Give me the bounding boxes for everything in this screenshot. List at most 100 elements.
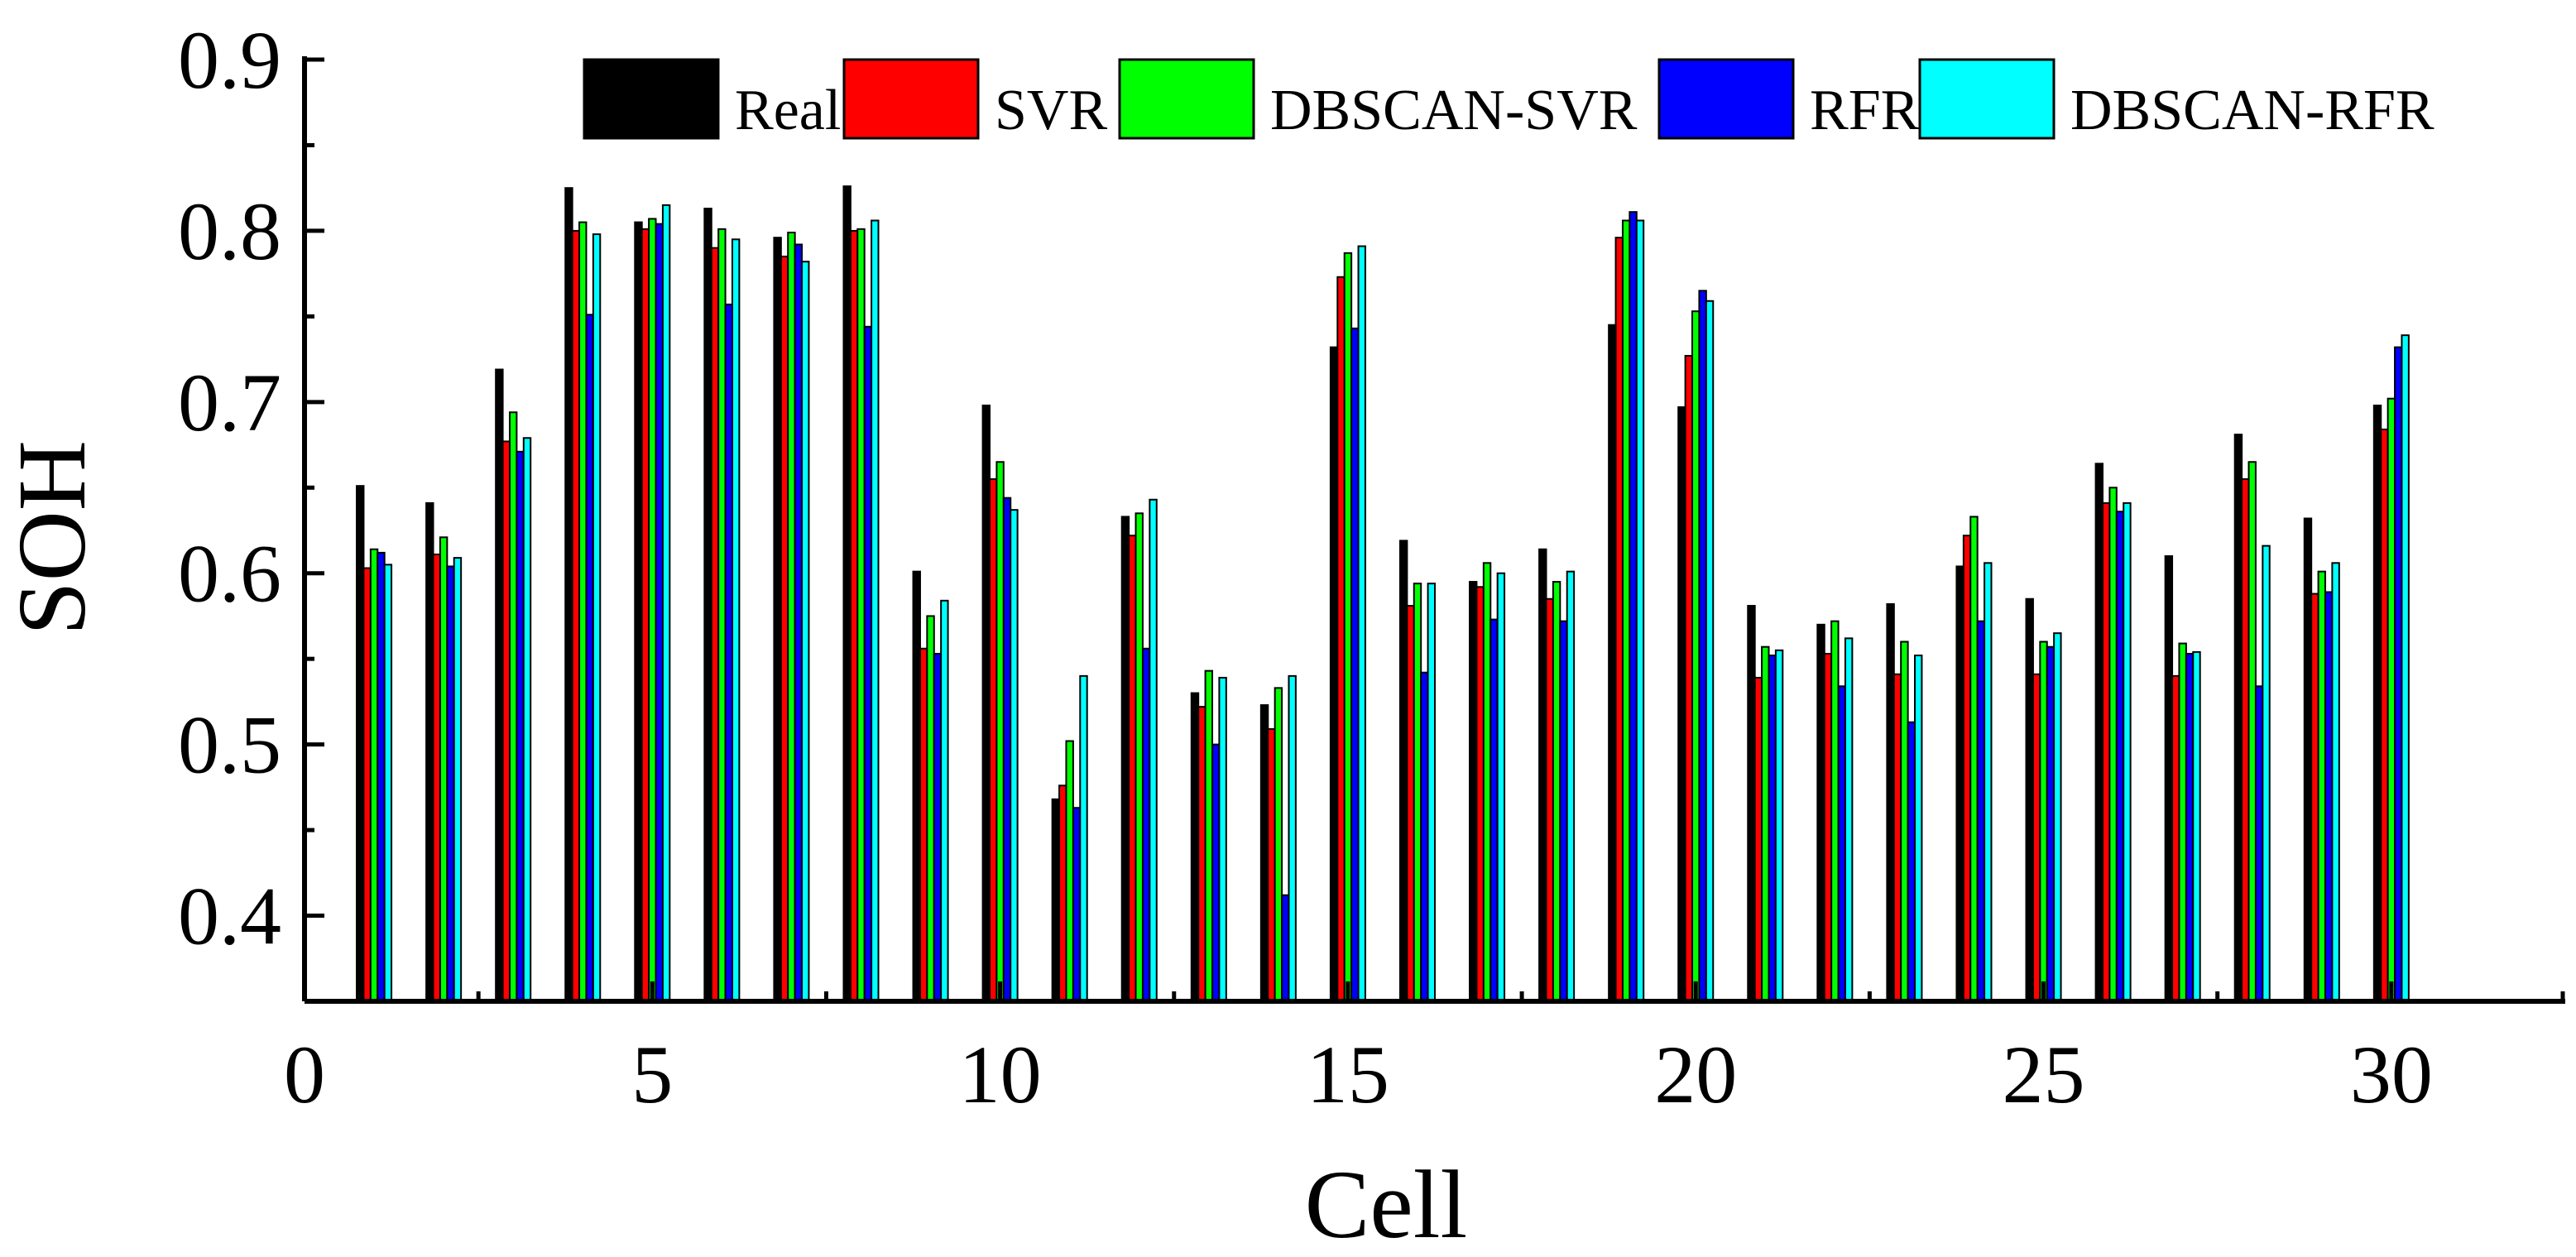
bar-rfr-cell-4 bbox=[585, 314, 594, 1003]
ticks-layer: 0 5 10 15 20 25 30 0.4 0.5 0.6 0.7 0.8 0.9 bbox=[178, 14, 2565, 1120]
x-tick-label: 15 bbox=[1307, 1029, 1389, 1120]
bar-dbscan-rfr-cell-1 bbox=[383, 564, 393, 1002]
bar-svr-cell-9 bbox=[919, 647, 928, 1003]
bar-svr-cell-7 bbox=[780, 255, 789, 1002]
x-axis-title: Cell bbox=[1305, 1150, 1468, 1257]
bar-rfr-cell-26 bbox=[2115, 511, 2125, 1002]
bar-rfr-cell-27 bbox=[2185, 652, 2195, 1002]
bar-svr-cell-29 bbox=[2310, 593, 2319, 1002]
bar-real-cell-20 bbox=[1677, 406, 1686, 1002]
legend-swatch-svr bbox=[842, 58, 980, 140]
bar-dbscan-svr-cell-20 bbox=[1691, 310, 1701, 1003]
bar-real-cell-13 bbox=[1190, 692, 1200, 1002]
bar-rfr-cell-13 bbox=[1211, 743, 1221, 1002]
bar-dbscan-rfr-cell-23 bbox=[1914, 655, 1923, 1002]
bar-real-cell-15 bbox=[1329, 346, 1339, 1002]
bar-dbscan-svr-cell-19 bbox=[1621, 219, 1631, 1002]
x-tick-label: 0 bbox=[284, 1029, 325, 1120]
bar-dbscan-svr-cell-24 bbox=[1969, 516, 1979, 1002]
bar-svr-cell-16 bbox=[1406, 605, 1415, 1002]
bar-dbscan-svr-cell-18 bbox=[1552, 581, 1561, 1002]
bar-svr-cell-28 bbox=[2241, 477, 2250, 1002]
bar-real-cell-4 bbox=[564, 187, 573, 1002]
bar-dbscan-svr-cell-22 bbox=[1830, 620, 1840, 1002]
y-tick-label: 0.7 bbox=[178, 357, 281, 449]
bar-rfr-cell-18 bbox=[1559, 620, 1568, 1002]
bar-dbscan-svr-cell-5 bbox=[648, 218, 657, 1002]
bar-svr-cell-4 bbox=[571, 229, 581, 1003]
bar-real-cell-1 bbox=[356, 485, 365, 1002]
bar-dbscan-rfr-cell-10 bbox=[1010, 509, 1019, 1002]
bar-real-cell-10 bbox=[981, 404, 991, 1002]
bar-real-cell-8 bbox=[842, 185, 851, 1003]
bar-real-cell-22 bbox=[1816, 623, 1825, 1002]
bar-dbscan-svr-cell-11 bbox=[1065, 740, 1074, 1002]
bar-rfr-cell-16 bbox=[1420, 671, 1429, 1002]
bar-rfr-cell-12 bbox=[1141, 647, 1151, 1003]
y-tick-label: 0.5 bbox=[178, 699, 281, 791]
bar-dbscan-rfr-cell-21 bbox=[1774, 649, 1784, 1003]
bar-dbscan-rfr-cell-8 bbox=[871, 219, 880, 1002]
bar-dbscan-svr-cell-27 bbox=[2178, 642, 2187, 1002]
bar-rfr-cell-11 bbox=[1072, 807, 1082, 1002]
legend-swatch-dbscan-svr bbox=[1118, 58, 1255, 140]
bar-dbscan-rfr-cell-12 bbox=[1149, 498, 1158, 1002]
bar-dbscan-svr-cell-4 bbox=[578, 221, 588, 1002]
bar-dbscan-rfr-cell-16 bbox=[1427, 583, 1436, 1002]
bar-dbscan-svr-cell-7 bbox=[787, 231, 796, 1003]
bar-dbscan-rfr-cell-6 bbox=[731, 238, 741, 1002]
bar-rfr-cell-6 bbox=[724, 303, 733, 1002]
bar-rfr-cell-2 bbox=[446, 565, 455, 1002]
legend-swatch-dbscan-rfr bbox=[1918, 58, 2056, 140]
legend-swatch-real bbox=[583, 58, 720, 140]
bar-dbscan-rfr-cell-17 bbox=[1496, 572, 1506, 1002]
bar-dbscan-svr-cell-14 bbox=[1274, 687, 1283, 1002]
bar-rfr-cell-10 bbox=[1002, 497, 1012, 1002]
bar-svr-cell-21 bbox=[1753, 676, 1763, 1002]
bar-rfr-cell-22 bbox=[1837, 685, 1846, 1002]
bar-dbscan-rfr-cell-3 bbox=[522, 437, 532, 1002]
bar-dbscan-svr-cell-29 bbox=[2317, 570, 2326, 1002]
y-tick-label: 0.4 bbox=[178, 871, 281, 962]
bar-svr-cell-6 bbox=[710, 247, 720, 1003]
bar-svr-cell-26 bbox=[2101, 501, 2111, 1002]
bar-dbscan-svr-cell-10 bbox=[995, 461, 1005, 1002]
bar-real-cell-21 bbox=[1747, 605, 1756, 1002]
bar-dbscan-svr-cell-9 bbox=[926, 615, 935, 1002]
bar-dbscan-svr-cell-3 bbox=[508, 411, 518, 1003]
bar-real-cell-30 bbox=[2372, 404, 2382, 1002]
bar-dbscan-svr-cell-15 bbox=[1343, 252, 1353, 1002]
bar-real-cell-7 bbox=[773, 237, 782, 1002]
bar-svr-cell-22 bbox=[1823, 652, 1833, 1002]
bar-dbscan-svr-cell-17 bbox=[1482, 562, 1492, 1002]
bar-svr-cell-15 bbox=[1336, 276, 1346, 1002]
x-tick-label: 25 bbox=[2003, 1029, 2085, 1120]
bar-svr-cell-24 bbox=[1962, 535, 1972, 1002]
legend-label-real: Real bbox=[735, 79, 841, 142]
bar-dbscan-rfr-cell-25 bbox=[2053, 632, 2062, 1003]
legend-label-dbscan-svr: DBSCAN-SVR bbox=[1270, 79, 1638, 142]
bar-rfr-cell-21 bbox=[1768, 655, 1777, 1002]
bar-dbscan-rfr-cell-22 bbox=[1844, 637, 1854, 1002]
bar-dbscan-svr-cell-28 bbox=[2247, 461, 2257, 1002]
x-tick-label: 30 bbox=[2350, 1029, 2433, 1120]
bar-real-cell-2 bbox=[425, 501, 434, 1002]
bar-real-cell-27 bbox=[2164, 555, 2174, 1002]
bar-real-cell-17 bbox=[1469, 581, 1478, 1002]
bar-real-cell-9 bbox=[912, 570, 921, 1002]
legend: Real SVR DBSCAN-SVR RFR DBSCAN-RFR bbox=[583, 58, 2434, 142]
bar-rfr-cell-17 bbox=[1489, 618, 1499, 1003]
bar-dbscan-rfr-cell-20 bbox=[1705, 300, 1715, 1002]
bar-real-cell-24 bbox=[1955, 565, 1964, 1002]
bar-dbscan-svr-cell-2 bbox=[439, 536, 449, 1002]
y-axis-title: SOH bbox=[0, 440, 106, 636]
bar-svr-cell-23 bbox=[1892, 673, 1902, 1002]
bar-rfr-cell-1 bbox=[377, 551, 386, 1002]
bar-rfr-cell-15 bbox=[1350, 327, 1360, 1003]
bar-rfr-cell-9 bbox=[933, 652, 943, 1002]
bar-rfr-cell-7 bbox=[794, 243, 804, 1002]
bar-dbscan-svr-cell-23 bbox=[1900, 640, 1909, 1002]
bar-rfr-cell-19 bbox=[1629, 211, 1638, 1002]
bar-real-cell-11 bbox=[1051, 798, 1061, 1002]
